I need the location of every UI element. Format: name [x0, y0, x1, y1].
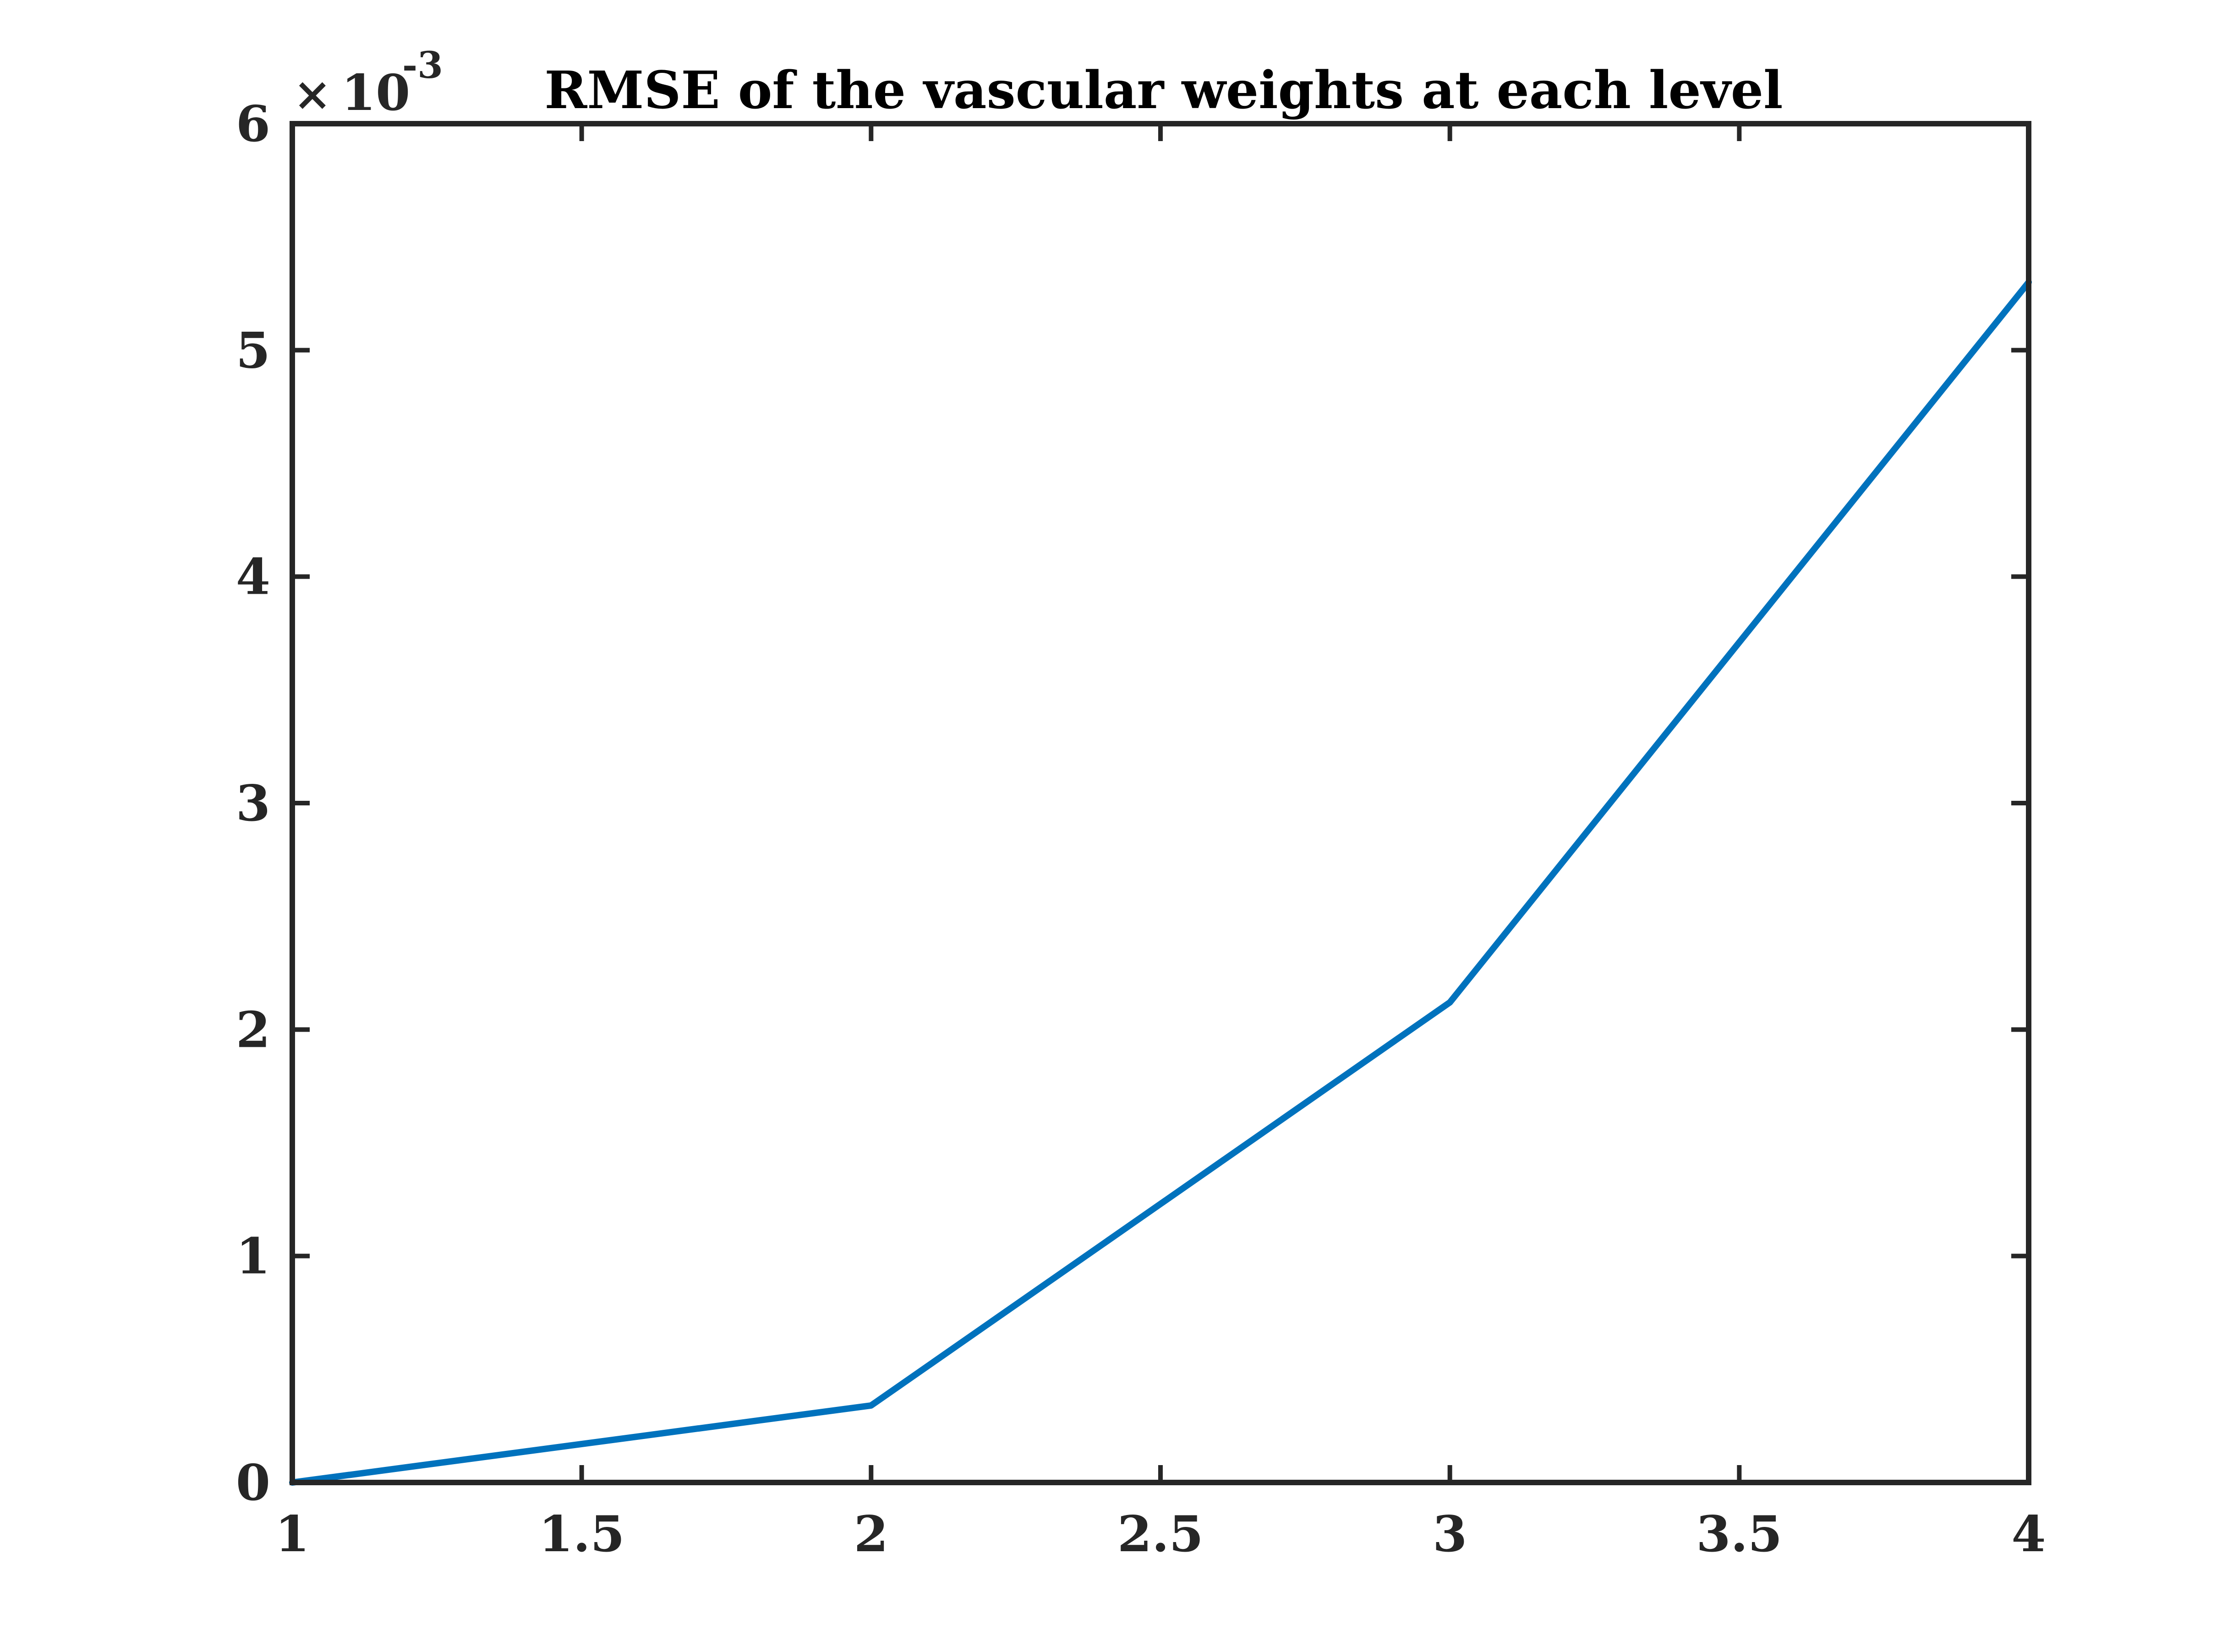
exponent-base: 10 [341, 64, 410, 122]
y-axis-exponent-label: × 10 -3 [293, 44, 443, 122]
x-tick-label: 1 [275, 1505, 309, 1563]
x-tick-label: 3.5 [1696, 1505, 1782, 1563]
x-tick-label: 3 [1433, 1505, 1467, 1563]
exponent-power: -3 [402, 44, 443, 87]
y-tick-label: 3 [236, 775, 270, 832]
series-point [870, 1405, 871, 1406]
series-layer [289, 279, 2032, 1486]
chart-title: RMSE of the vascular weights at each lev… [544, 60, 1783, 120]
x-tick-label: 1.5 [539, 1505, 625, 1563]
y-tick-label: 1 [236, 1228, 270, 1285]
x-tick-label: 2 [854, 1505, 888, 1563]
y-tick-label: 2 [236, 1001, 270, 1059]
exponent-times: × [293, 67, 332, 121]
x-tick-label: 2.5 [1117, 1505, 1204, 1563]
series-line [289, 279, 2032, 1486]
y-tick-label: 5 [236, 322, 270, 379]
axes-box [290, 121, 2031, 1485]
y-tick-label: 0 [236, 1454, 270, 1512]
x-tick-label: 4 [2011, 1505, 2046, 1563]
y-tick-label: 6 [236, 95, 270, 153]
y-tick-label: 4 [236, 548, 270, 606]
